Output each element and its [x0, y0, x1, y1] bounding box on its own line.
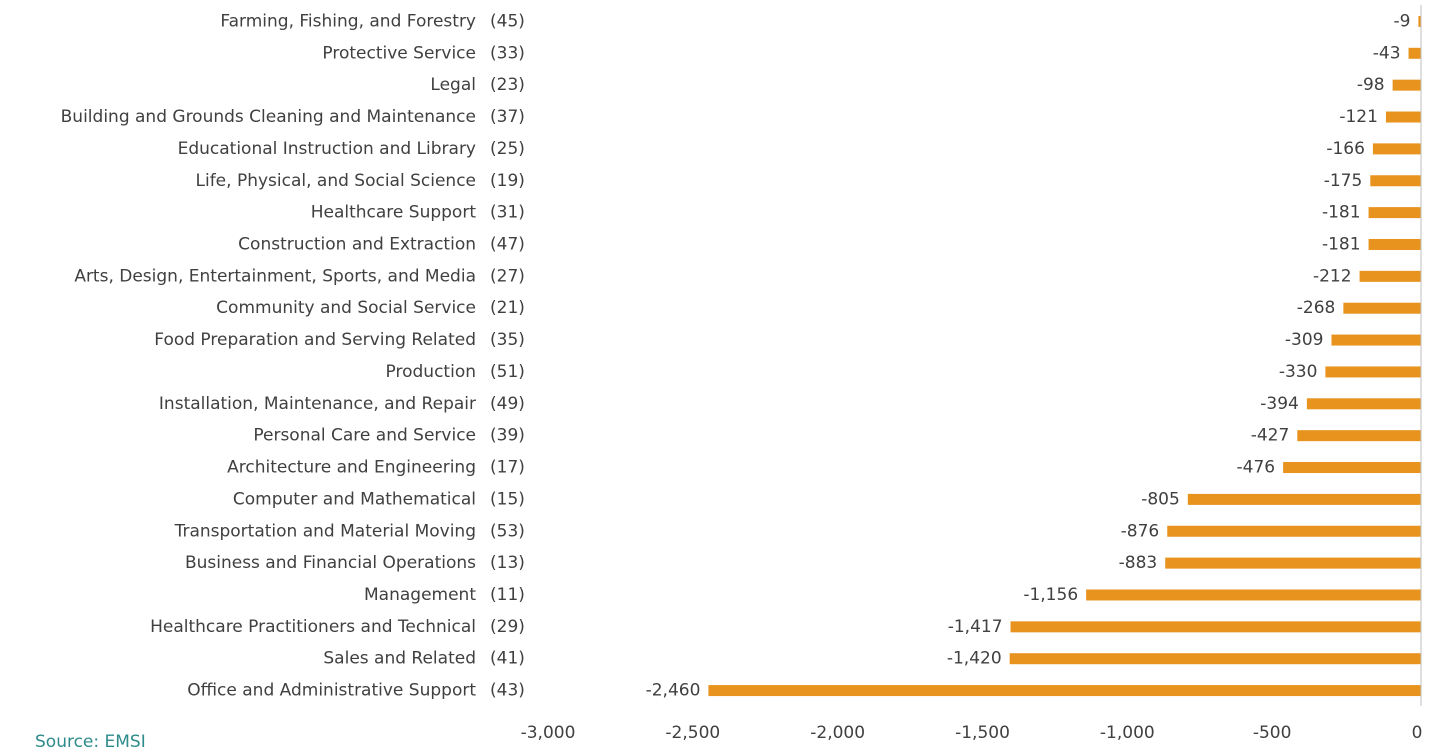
bar [1167, 525, 1421, 537]
category-label: Protective Service [322, 43, 476, 63]
data-label: -166 [1326, 139, 1365, 159]
bar [1331, 334, 1421, 346]
category-code: (17) [490, 458, 525, 478]
category-code: (45) [490, 11, 525, 31]
category-code: (21) [490, 298, 525, 318]
category-label: Sales and Related [323, 649, 476, 669]
category-code: (47) [490, 234, 525, 254]
x-tick-label: -1,500 [955, 723, 1010, 743]
bar [1187, 493, 1421, 505]
bar [1368, 238, 1421, 250]
category-code: (53) [490, 521, 525, 541]
data-label: -1,417 [948, 617, 1003, 637]
category-label: Arts, Design, Entertainment, Sports, and… [74, 266, 476, 286]
bar [1165, 557, 1421, 569]
bar [1359, 270, 1421, 282]
category-code: (37) [490, 107, 525, 127]
bar [1325, 366, 1421, 378]
category-label: Computer and Mathematical [233, 489, 476, 509]
data-label: -476 [1237, 458, 1276, 478]
category-code: (51) [490, 362, 525, 382]
category-code: (35) [490, 330, 525, 350]
data-label: -309 [1285, 330, 1324, 350]
category-code: (27) [490, 266, 525, 286]
bar [1283, 462, 1421, 474]
category-label: Architecture and Engineering [227, 458, 476, 478]
category-label: Life, Physical, and Social Science [196, 171, 477, 191]
data-label: -98 [1357, 75, 1385, 95]
data-label: -181 [1322, 203, 1361, 223]
data-label: -212 [1313, 266, 1352, 286]
data-label: -2,460 [646, 681, 701, 701]
category-label: Management [364, 585, 476, 605]
data-label: -181 [1322, 234, 1361, 254]
x-tick-label: -2,500 [665, 723, 720, 743]
category-code: (39) [490, 426, 525, 446]
category-label: Healthcare Practitioners and Technical [150, 617, 476, 637]
bar [1385, 111, 1421, 123]
category-label: Educational Instruction and Library [178, 139, 476, 159]
category-label: Healthcare Support [311, 203, 477, 223]
category-code: (19) [490, 171, 525, 191]
category-code: (43) [490, 681, 525, 701]
data-label: -394 [1260, 394, 1299, 414]
bar [1418, 15, 1421, 27]
x-tick-label: -1,000 [1100, 723, 1155, 743]
bar [1297, 430, 1421, 442]
bar [1372, 143, 1421, 155]
category-label: Food Preparation and Serving Related [154, 330, 476, 350]
category-label: Building and Grounds Cleaning and Mainte… [61, 107, 476, 127]
x-tick-label: -2,000 [810, 723, 865, 743]
data-label: -175 [1324, 171, 1363, 191]
category-label: Office and Administrative Support [187, 681, 476, 701]
category-label: Personal Care and Service [253, 426, 476, 446]
category-code: (25) [490, 139, 525, 159]
category-code: (41) [490, 649, 525, 669]
x-tick-label: -3,000 [521, 723, 576, 743]
category-code: (49) [490, 394, 525, 414]
bar [1010, 621, 1421, 633]
category-label: Farming, Fishing, and Forestry [220, 11, 476, 31]
category-code: (13) [490, 553, 525, 573]
category-label: Construction and Extraction [238, 234, 476, 254]
category-label: Installation, Maintenance, and Repair [159, 394, 476, 414]
data-label: -883 [1119, 553, 1158, 573]
x-tick-label: 0 [1412, 723, 1423, 743]
category-code: (15) [490, 489, 525, 509]
category-label: Transportation and Material Moving [174, 521, 476, 541]
data-label: -1,420 [947, 649, 1002, 669]
bar [1009, 653, 1421, 665]
data-label: -330 [1279, 362, 1318, 382]
bar [1408, 47, 1421, 59]
category-label: Business and Financial Operations [185, 553, 476, 573]
bar [1368, 207, 1421, 219]
category-code: (31) [490, 203, 525, 223]
data-label: -427 [1251, 426, 1290, 446]
x-tick-label: -500 [1253, 723, 1292, 743]
bar [1343, 302, 1421, 314]
data-label: -876 [1121, 521, 1160, 541]
bar [1370, 175, 1421, 187]
bar [708, 685, 1421, 697]
category-code: (23) [490, 75, 525, 95]
category-code: (11) [490, 585, 525, 605]
source-note: Source: EMSI [35, 732, 146, 747]
bar [1392, 79, 1421, 91]
bar [1306, 398, 1421, 410]
category-label: Community and Social Service [216, 298, 476, 318]
category-label: Production [386, 362, 476, 382]
category-label: Legal [430, 75, 476, 95]
data-label: -268 [1297, 298, 1336, 318]
data-label: -121 [1339, 107, 1378, 127]
data-label: -805 [1141, 489, 1180, 509]
category-code: (29) [490, 617, 525, 637]
data-label: -9 [1393, 11, 1410, 31]
bar [1086, 589, 1421, 601]
data-label: -43 [1373, 43, 1401, 63]
data-label: -1,156 [1023, 585, 1078, 605]
category-code: (33) [490, 43, 525, 63]
